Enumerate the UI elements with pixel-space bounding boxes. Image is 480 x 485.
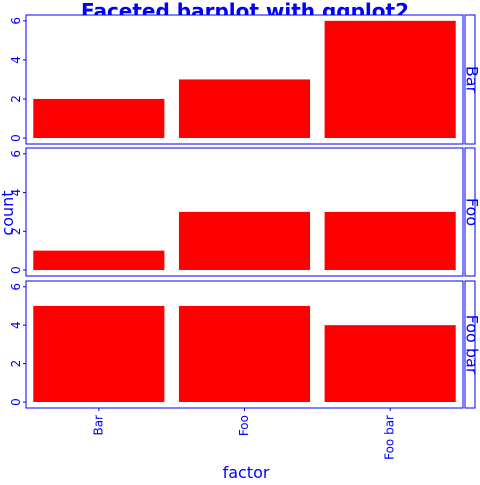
bar xyxy=(33,99,164,138)
y-tick-label: 6 xyxy=(9,150,23,158)
facet-label: Foo bar xyxy=(463,315,480,375)
x-tick-label: Foo bar xyxy=(383,415,397,460)
facet-label: Bar xyxy=(463,66,480,94)
y-tick-label: 0 xyxy=(9,398,23,406)
bar xyxy=(179,306,310,402)
x-tick-label: Foo xyxy=(237,415,251,436)
facet-panels: Bar 0 2 4 6 Foo 0 2 4 6 Foo bar 0 2 4 6 Bar Foo Foo bar xyxy=(9,15,480,460)
y-tick-label: 6 xyxy=(9,283,23,291)
facet-label: Foo xyxy=(463,198,480,226)
y-tick-label: 2 xyxy=(9,95,23,103)
y-tick-label: 2 xyxy=(9,227,23,235)
x-tick-label: Bar xyxy=(91,415,105,436)
y-tick-label: 4 xyxy=(9,56,23,64)
bar xyxy=(179,212,310,270)
bar xyxy=(33,251,164,270)
y-tick-label: 0 xyxy=(9,134,23,142)
bar xyxy=(325,21,456,138)
y-tick-label: 4 xyxy=(9,321,23,329)
bar xyxy=(325,212,456,270)
bar xyxy=(325,325,456,402)
y-tick-label: 2 xyxy=(9,360,23,368)
y-tick-label: 4 xyxy=(9,189,23,197)
bar xyxy=(33,306,164,402)
y-tick-label: 6 xyxy=(9,17,23,25)
y-tick-label: 0 xyxy=(9,266,23,274)
x-axis-title: factor xyxy=(223,463,270,480)
bar xyxy=(179,79,310,138)
